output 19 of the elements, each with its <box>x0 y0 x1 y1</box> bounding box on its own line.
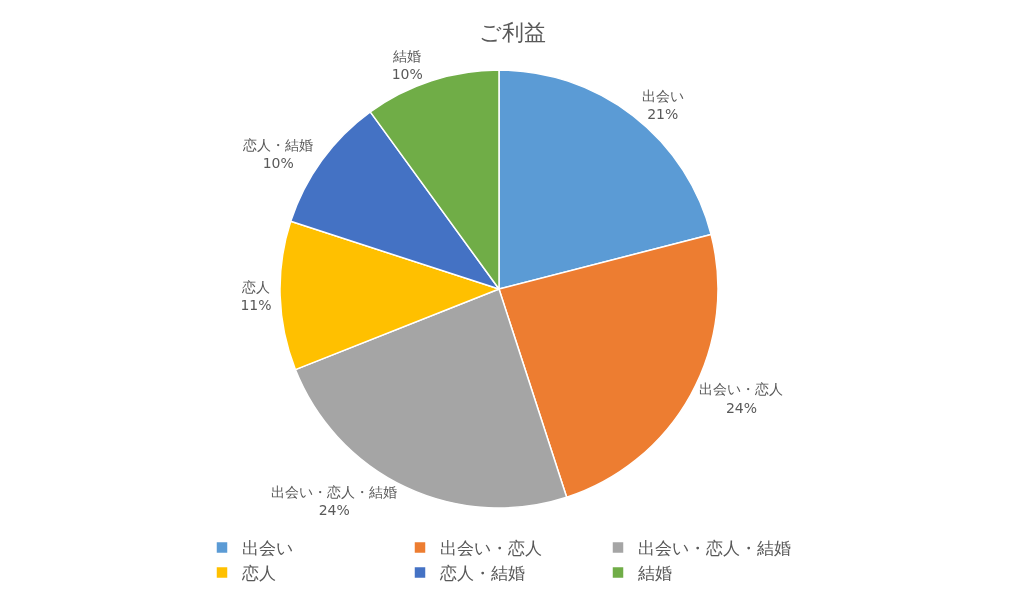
legend-label: 出会い・恋人 <box>440 538 542 559</box>
slice-label: 結婚 <box>392 48 422 65</box>
slice-label: 恋人・結婚 <box>242 137 314 154</box>
data-label: 24% <box>725 399 758 416</box>
data-label: 21% <box>647 106 679 123</box>
slice-label: 出会い <box>641 88 684 105</box>
data-label: 10% <box>391 66 423 83</box>
slice-label: 出会い・恋人 <box>699 381 784 398</box>
legend-label: 出会い・恋人・結婚 <box>638 538 791 559</box>
legend-label: 恋人・結婚 <box>439 563 525 584</box>
slice-label: 恋人 <box>241 278 270 295</box>
chart-title: ご利益 <box>478 19 546 45</box>
data-label: 10% <box>262 155 294 172</box>
legend-label: 結婚 <box>637 563 672 584</box>
data-label: 24% <box>318 502 350 519</box>
slice-label: 出会い・恋人・結婚 <box>271 484 398 501</box>
legend-label: 出会い <box>242 538 293 559</box>
legend-label: 恋人 <box>241 563 276 584</box>
data-label: 11% <box>240 297 272 313</box>
